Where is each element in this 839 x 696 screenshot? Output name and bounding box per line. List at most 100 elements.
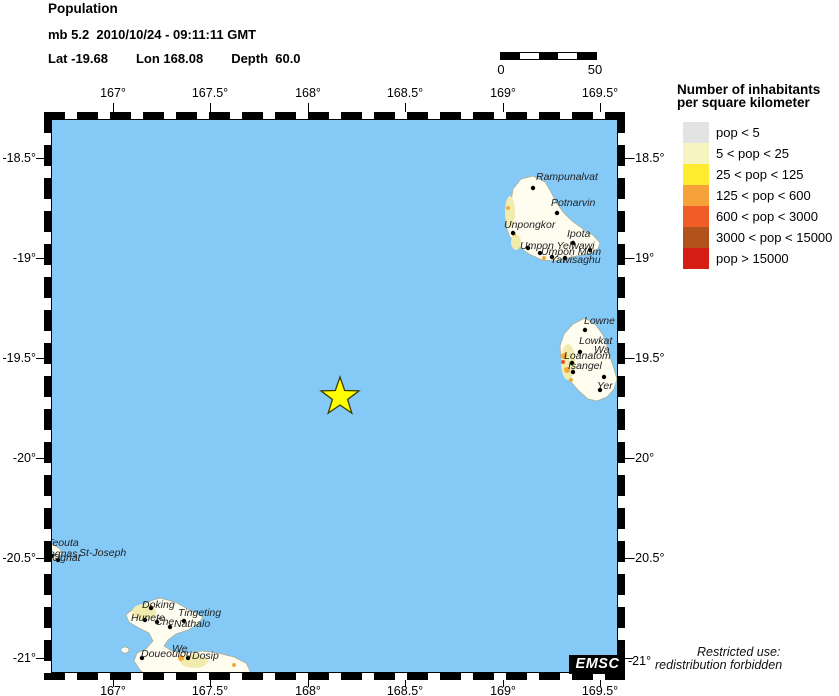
axis-tick (36, 458, 44, 459)
lon-label-top: 169.5° (581, 86, 619, 100)
axis-tick (503, 103, 504, 112)
place-label: Loanatom (564, 350, 611, 362)
lon-label-bottom: 168.5° (386, 684, 424, 696)
place-label: Umpon Yelwawi (520, 240, 595, 252)
lon-label-bottom: 167.5° (191, 684, 229, 696)
place-label: Yer (597, 380, 613, 392)
place-label: Nathalo (174, 618, 211, 630)
legend-swatch (683, 227, 709, 248)
axis-tick (625, 258, 633, 259)
population-patch (561, 353, 567, 359)
island-lifou-islet (120, 646, 130, 654)
scale-segment (577, 53, 596, 59)
axis-tick (600, 680, 601, 687)
legend-label: 5 < pop < 25 (716, 146, 790, 161)
place-label: Doking (142, 599, 175, 611)
axis-tick (210, 680, 211, 687)
axis-tick (36, 258, 44, 259)
legend-label: 600 < pop < 3000 (716, 209, 818, 224)
page-title: Population (48, 1, 118, 16)
restricted-use-line1: Restricted use: (697, 645, 781, 659)
legend-label: pop > 15000 (716, 251, 789, 266)
scale-segment (539, 53, 558, 59)
axis-tick (405, 680, 406, 687)
place-label: Lowkat (579, 335, 613, 347)
lat-label-right: -19° (631, 251, 655, 265)
axis-tick (36, 158, 44, 159)
place-label: Che (155, 616, 175, 628)
legend-swatch (683, 122, 709, 143)
scale-segment (520, 53, 539, 59)
population-patch (569, 378, 573, 382)
place-label: Ognat (52, 552, 81, 564)
place-label: Dosip (192, 650, 219, 662)
event-latitude: Lat -19.68 (48, 51, 108, 66)
island-tanna (559, 317, 618, 402)
legend-swatch (683, 164, 709, 185)
place-label: Yawisaghu (550, 254, 601, 266)
lat-label-right: -20.5° (631, 551, 665, 565)
legend-swatch (683, 248, 709, 269)
place-label: We (172, 643, 188, 655)
legend-label: pop < 5 (716, 125, 760, 140)
lat-label-left: -19° (12, 251, 36, 265)
lon-label-bottom: 168° (295, 684, 321, 696)
legend-title: Number of inhabitants per square kilomet… (677, 82, 821, 110)
village-dots (49, 185, 607, 661)
lat-label-right: -20° (631, 451, 655, 465)
axis-tick (625, 158, 633, 159)
scale-segment (558, 53, 577, 59)
lon-label-top: 167.5° (191, 86, 229, 100)
place-label: Umpon Mom (541, 246, 602, 258)
axis-tick (625, 558, 633, 559)
lon-label-top: 167° (100, 86, 126, 100)
place-label: Wa (594, 344, 610, 356)
population-patch (542, 256, 546, 260)
population-patch (506, 206, 510, 210)
lat-label-left: -18.5° (2, 151, 37, 165)
axis-tick (405, 103, 406, 112)
population-patch (511, 234, 521, 250)
place-label: Isangel (568, 360, 602, 372)
place-label: Doueoulou (141, 648, 192, 660)
axis-tick (625, 458, 633, 459)
lon-label-top: 168° (295, 86, 321, 100)
lat-label-left: -20.5° (2, 551, 37, 565)
axis-tick (308, 103, 309, 112)
island-lifou (125, 597, 251, 679)
event-coordinates: Lat -19.68 Lon 168.08 Depth 60.0 (48, 51, 301, 66)
axis-tick (600, 103, 601, 112)
legend-label: 3000 < pop < 15000 (716, 230, 833, 245)
legend-swatch (683, 206, 709, 227)
event-depth: Depth 60.0 (231, 51, 301, 66)
lat-label-right: -19.5° (631, 351, 665, 365)
population-patch (564, 367, 570, 373)
place-label: Wognas (44, 548, 78, 560)
axis-tick (113, 103, 114, 112)
map-terrain-layer (44, 175, 618, 679)
lat-label-left: -20° (12, 451, 36, 465)
legend-label: 25 < pop < 125 (716, 167, 804, 182)
place-label: Potnarvin (551, 197, 596, 209)
lat-label-right: -18.5° (631, 151, 665, 165)
map-border-bottom (44, 673, 625, 680)
scale-max-label: 50 (587, 62, 603, 77)
legend-title-line1: Number of inhabitants (677, 82, 821, 97)
emsc-logo: EMSC (569, 655, 625, 674)
distance-scale-bar (500, 52, 597, 60)
lon-label-bottom: 169.5° (581, 684, 619, 696)
place-label: Tingeting (178, 607, 222, 619)
map-border-left (44, 112, 51, 680)
population-patch (505, 196, 515, 228)
population-patch (232, 663, 236, 667)
map-canvas: Rampunalvat Potnarvin Unpongkor Ipota Um… (44, 112, 625, 680)
population-patch (561, 360, 565, 364)
axis-tick (36, 358, 44, 359)
axis-tick (210, 103, 211, 112)
legend-title-line2: per square kilometer (677, 95, 810, 110)
scale-segment (501, 53, 520, 59)
axis-tick (113, 680, 114, 687)
map-border-top (44, 112, 625, 119)
axis-tick (308, 680, 309, 687)
event-magnitude-datetime: mb 5.2 2010/10/24 - 09:11:11 GMT (48, 27, 257, 42)
